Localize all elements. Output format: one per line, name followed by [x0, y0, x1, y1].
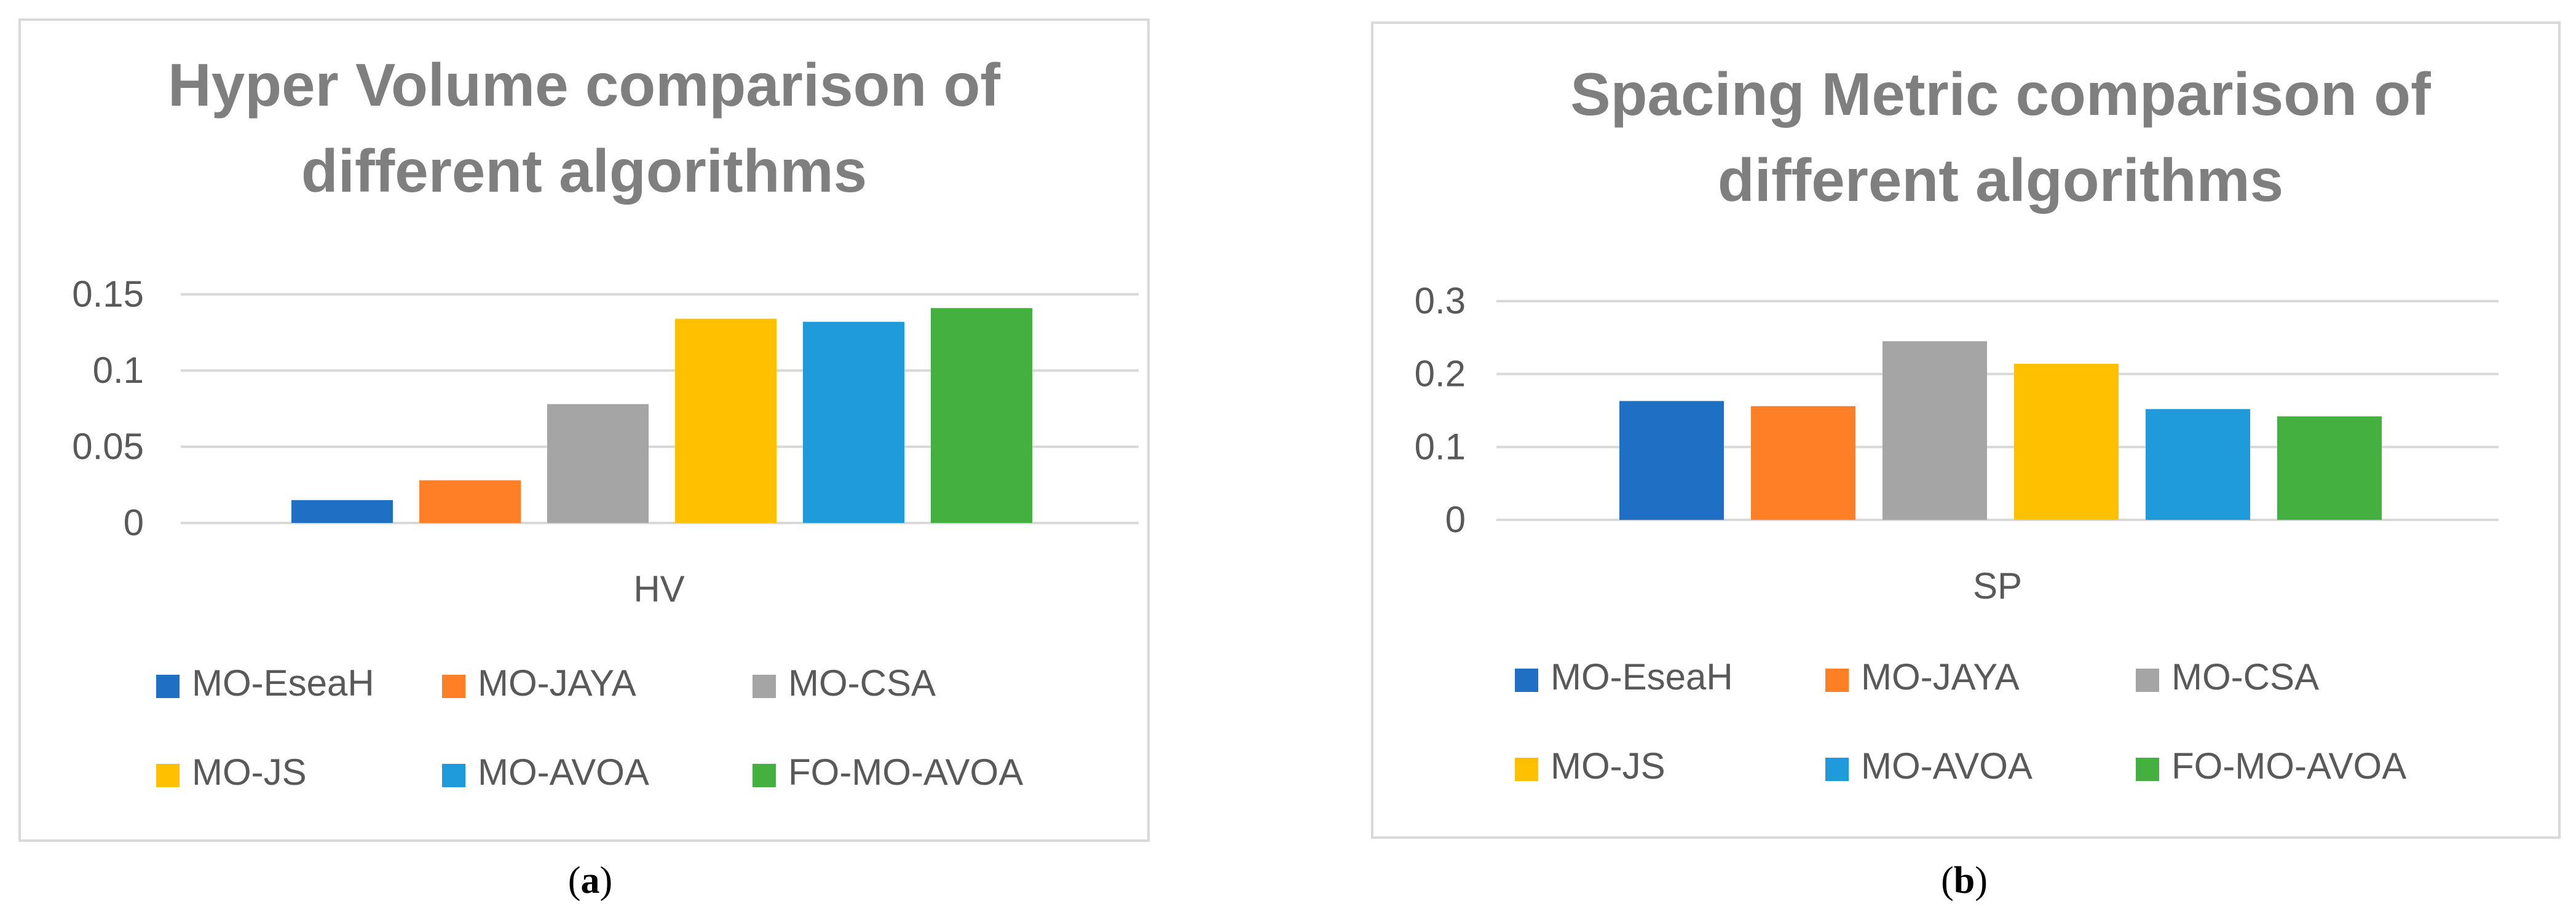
legend-label: MO-CSA [2171, 656, 2319, 697]
legend-label: MO-EseaH [1551, 656, 1733, 697]
hv-chart: Hyper Volume comparison of different algo… [72, 51, 1139, 793]
y-tick-label: 0.05 [72, 426, 144, 467]
legend-label: MO-AVOA [1861, 745, 2033, 787]
y-tick-label: 0 [1445, 499, 1466, 540]
legend-swatch [753, 764, 776, 787]
y-tick-label: 0 [124, 502, 144, 543]
chart-panel-hv: Hyper Volume comparison of different algo… [18, 18, 1150, 842]
legend-item-mo-js: MO-JS [1515, 745, 1665, 787]
y-tick-label: 0.15 [72, 273, 144, 315]
legend-label: FO-MO-AVOA [788, 752, 1023, 793]
legend-label: MO-JAYA [478, 662, 636, 704]
bar-mo-csa [1883, 341, 1987, 520]
legend-item-fo-mo-avoa: FO-MO-AVOA [753, 752, 1023, 793]
legend-swatch [1515, 758, 1538, 781]
bar-mo-eseah [1619, 401, 1724, 520]
legend-swatch [753, 675, 776, 698]
bar-fo-mo-avoa [2277, 416, 2382, 520]
legend-item-mo-csa: MO-CSA [753, 662, 936, 704]
legend-item-mo-eseah: MO-EseaH [1515, 656, 1733, 697]
bar-mo-avoa [2146, 409, 2250, 520]
bar-mo-js [675, 318, 776, 523]
legend-swatch [1825, 669, 1849, 692]
legend-label: MO-EseaH [192, 662, 374, 704]
bar-fo-mo-avoa [931, 308, 1032, 523]
y-tick-label: 0.3 [1415, 280, 1466, 321]
legend-item-fo-mo-avoa: FO-MO-AVOA [2136, 745, 2406, 787]
bar-mo-jaya [419, 480, 521, 523]
legend-swatch [156, 764, 180, 787]
y-tick-label: 0.1 [1415, 426, 1466, 467]
bar-mo-avoa [803, 321, 904, 523]
legend-swatch [1825, 758, 1849, 781]
bar-mo-jaya [1751, 406, 1855, 520]
legend-label: MO-JAYA [1861, 656, 2020, 697]
legend-item-mo-jaya: MO-JAYA [1825, 656, 2020, 697]
chart-panel-sp: Spacing Metric comparison of different al… [1371, 22, 2561, 839]
panel-label-a: (a) [567, 860, 613, 901]
chart-title-line: Hyper Volume comparison of [168, 51, 1000, 119]
y-tick-label: 0.2 [1415, 353, 1466, 395]
x-category-label: SP [1973, 565, 2022, 607]
legend-label: FO-MO-AVOA [2171, 745, 2406, 787]
chart-title-line: Spacing Metric comparison of [1570, 60, 2431, 128]
chart-title-line: different algorithms [301, 137, 867, 205]
sp-chart: Spacing Metric comparison of different al… [1415, 60, 2499, 787]
legend-label: MO-JS [1551, 745, 1665, 787]
legend-item-mo-js: MO-JS [156, 752, 307, 793]
legend-swatch [2136, 669, 2159, 692]
legend-item-mo-jaya: MO-JAYA [442, 662, 636, 704]
legend-swatch [156, 675, 180, 698]
panel-label-b: (b) [1941, 860, 1988, 901]
legend-item-mo-avoa: MO-AVOA [442, 752, 649, 793]
chart-title-line: different algorithms [1718, 146, 2283, 214]
bar-mo-eseah [291, 500, 393, 523]
bar-mo-js [2014, 364, 2119, 520]
legend-label: MO-AVOA [478, 752, 649, 793]
legend-swatch [1515, 669, 1538, 692]
legend-item-mo-eseah: MO-EseaH [156, 662, 374, 704]
legend-label: MO-CSA [788, 662, 936, 704]
legend-item-mo-avoa: MO-AVOA [1825, 745, 2033, 787]
bar-mo-csa [547, 404, 649, 523]
legend-swatch [2136, 758, 2159, 781]
legend-label: MO-JS [192, 752, 307, 793]
legend-swatch [442, 764, 465, 787]
x-category-label: HV [633, 568, 684, 610]
y-tick-label: 0.1 [93, 350, 144, 391]
legend-swatch [442, 675, 465, 698]
legend-item-mo-csa: MO-CSA [2136, 656, 2319, 697]
